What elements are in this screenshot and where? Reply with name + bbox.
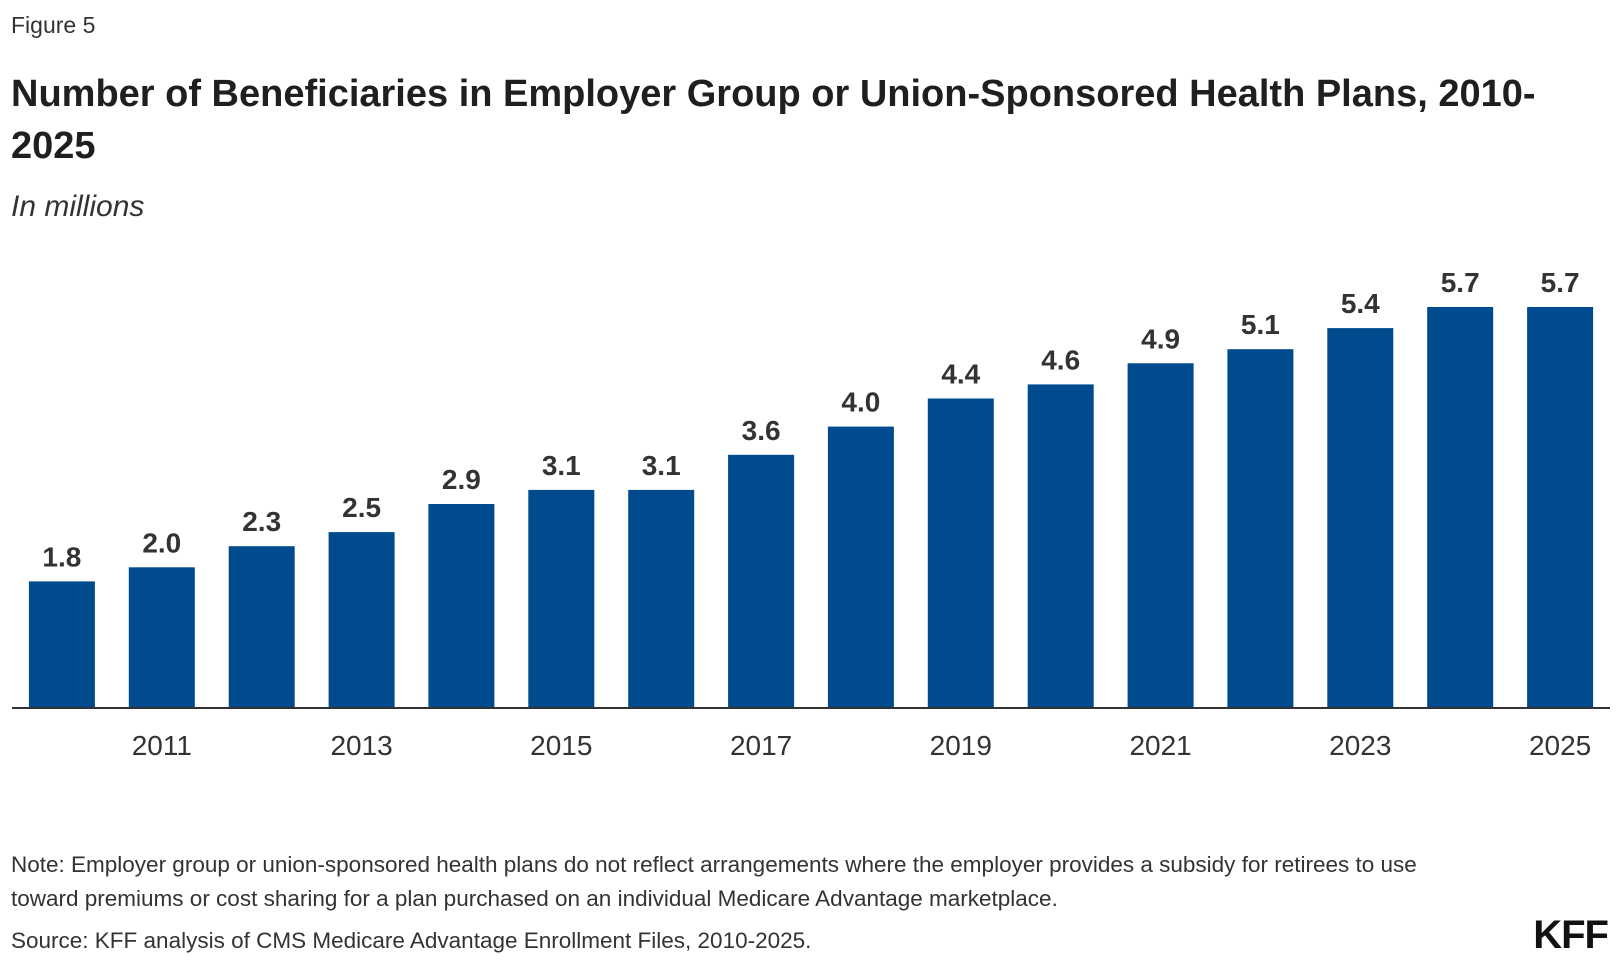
bar-2013 (328, 532, 395, 708)
figure-label: Figure 5 (11, 12, 96, 38)
value-label-2011: 2.0 (142, 527, 181, 558)
bar-2012 (228, 546, 295, 708)
value-label-2022: 5.1 (1241, 309, 1280, 340)
chart-subtitle: In millions (11, 190, 145, 223)
value-label-2019: 4.4 (941, 359, 980, 390)
value-label-2024: 5.7 (1441, 267, 1480, 298)
bar-2017 (728, 454, 795, 708)
value-label-2013: 2.5 (342, 492, 381, 523)
value-label-2015: 3.1 (542, 450, 581, 481)
x-tick-label-2011: 2011 (132, 730, 192, 761)
bar-2021 (1127, 363, 1194, 708)
x-tick-label-2023: 2023 (1329, 730, 1391, 761)
bar-2025 (1527, 307, 1594, 708)
x-tick-label-2025: 2025 (1529, 730, 1591, 761)
x-tick-label-2021: 2021 (1129, 730, 1191, 761)
bar-2022 (1227, 349, 1294, 708)
bars-group (28, 307, 1594, 708)
value-label-2025: 5.7 (1541, 267, 1580, 298)
value-label-2014: 2.9 (442, 464, 481, 495)
bar-2018 (827, 426, 894, 708)
bar-2023 (1327, 328, 1394, 708)
x-tick-label-2013: 2013 (330, 730, 392, 761)
bar-2019 (927, 398, 994, 708)
bar-2016 (628, 489, 695, 708)
bar-2015 (528, 489, 595, 708)
value-label-2017: 3.6 (742, 415, 781, 446)
value-label-2016: 3.1 (642, 450, 681, 481)
value-label-2010: 1.8 (42, 541, 81, 572)
value-label-2012: 2.3 (242, 506, 281, 537)
bar-2011 (128, 567, 195, 708)
value-labels-group: 1.8 2.0 2.3 2.5 2.9 3.1 3.1 3.6 4.0 4.4 4.6 4.9 5.1 5… (42, 267, 1579, 572)
x-tick-label-2015: 2015 (530, 730, 592, 761)
bar-2014 (428, 504, 495, 708)
value-label-2018: 4.0 (841, 387, 880, 418)
bar-2024 (1427, 307, 1494, 708)
value-label-2021: 4.9 (1141, 323, 1180, 354)
bar-2020 (1027, 384, 1094, 708)
kff-logo: KFF (1533, 913, 1609, 957)
value-label-2023: 5.4 (1341, 288, 1380, 319)
x-tick-labels-group: 2011 2013 2015 2017 2019 2021 2023 2025 (132, 730, 1592, 761)
x-tick-label-2019: 2019 (930, 730, 992, 761)
bar-2010 (28, 581, 95, 708)
chart-source: Source: KFF analysis of CMS Medicare Adv… (11, 928, 812, 953)
chart-title: Number of Beneficiaries in Employer Grou… (11, 73, 1536, 167)
x-tick-label-2017: 2017 (730, 730, 792, 761)
value-label-2020: 4.6 (1041, 344, 1080, 375)
chart-note: Note: Employer group or union-sponsored … (11, 852, 1417, 911)
